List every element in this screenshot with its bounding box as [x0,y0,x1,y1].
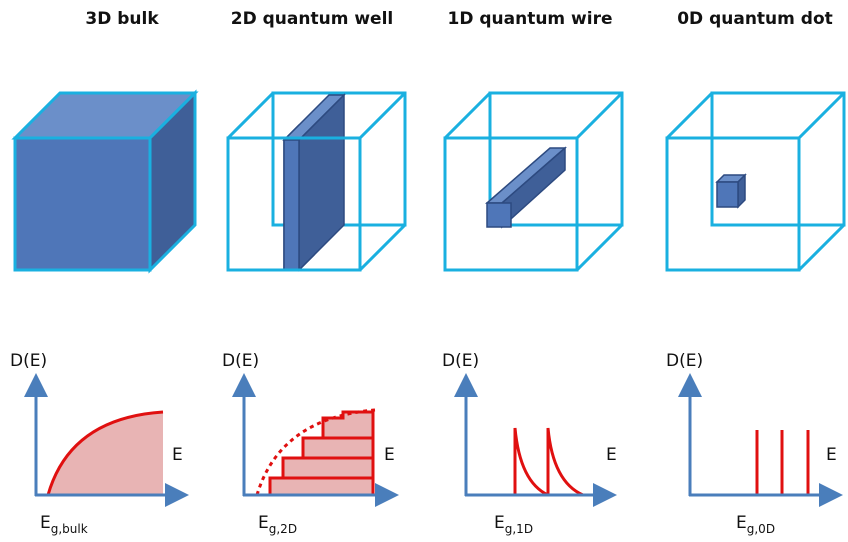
gap-symbol: E [258,513,269,533]
x-axis-label: E [826,445,837,465]
panel-title: 1D quantum wire [447,9,612,29]
y-axis-label: D(E) [666,351,703,371]
panel-title: 2D quantum well [231,9,393,29]
gap-label: Eg,1D [494,513,533,536]
y-axis-label: D(E) [10,351,47,371]
gap-symbol: E [40,513,51,533]
dos-bulk [24,373,189,507]
gap-subscript: g,0D [747,522,775,536]
dot-cube [665,91,846,272]
x-axis-label: E [384,445,395,465]
dos-well [232,373,399,507]
well-cube [226,91,407,272]
gap-label: Eg,2D [258,513,297,536]
dos-dot [678,373,843,507]
gap-subscript: g,1D [505,522,533,536]
y-axis-label: D(E) [222,351,259,371]
x-axis-label: E [172,445,183,465]
x-axis-label: E [606,445,617,465]
gap-subscript: g,2D [269,522,297,536]
gap-label: Eg,bulk [40,513,88,536]
gap-subscript: g,bulk [51,522,88,536]
bulk-cube [11,89,199,274]
dos-wire [454,373,617,507]
gap-symbol: E [494,513,505,533]
gap-label: Eg,0D [736,513,775,536]
panel-title: 3D bulk [85,9,159,29]
panel-title: 0D quantum dot [677,9,833,29]
y-axis-label: D(E) [442,351,479,371]
gap-symbol: E [736,513,747,533]
wire-cube [443,91,624,272]
